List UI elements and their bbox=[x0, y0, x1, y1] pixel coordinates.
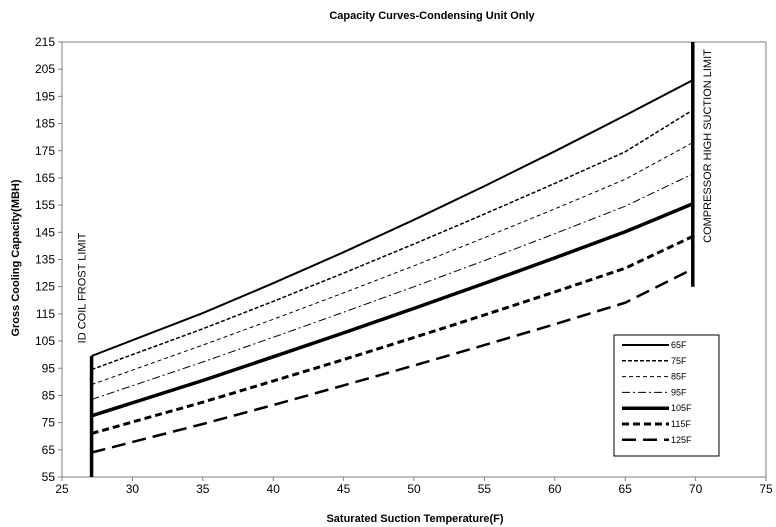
y-tick-label: 115 bbox=[36, 307, 55, 321]
y-tick-label: 65 bbox=[42, 443, 56, 457]
legend-label-95F: 95F bbox=[671, 387, 687, 397]
series-line-115F bbox=[91, 235, 694, 435]
x-tick-label: 55 bbox=[478, 482, 492, 496]
series-line-65F bbox=[91, 79, 694, 357]
x-tick-label: 75 bbox=[759, 482, 773, 496]
y-tick-label: 155 bbox=[35, 198, 55, 212]
y-tick-label: 205 bbox=[35, 62, 55, 76]
y-axis-title: Gross Cooling Capacity(MBH) bbox=[10, 179, 22, 336]
y-tick-label: 195 bbox=[35, 89, 55, 103]
x-tick-label: 50 bbox=[407, 482, 421, 496]
legend-label-85F: 85F bbox=[671, 372, 687, 382]
y-tick-label: 105 bbox=[35, 334, 55, 348]
legend: 65F 75F 85F 95F 105F 115F 125F bbox=[613, 334, 720, 457]
x-tick-label: 60 bbox=[548, 482, 562, 496]
y-tick-label: 185 bbox=[35, 117, 55, 131]
x-tick-label: 25 bbox=[55, 482, 69, 496]
chart-title: Capacity Curves-Condensing Unit Only bbox=[329, 10, 535, 22]
legend-label-105F: 105F bbox=[671, 403, 692, 413]
legend-label-65F: 65F bbox=[671, 340, 687, 350]
legend-label-115F: 115F bbox=[671, 419, 691, 429]
y-tick-label: 125 bbox=[35, 280, 55, 294]
series-line-105F bbox=[91, 202, 694, 418]
legend-box bbox=[613, 334, 720, 457]
series-line-95F bbox=[91, 173, 694, 400]
y-tick-label: 75 bbox=[42, 416, 56, 430]
plot-area: 25 30 35 40 45 50 55 60 65 70 75 55 65 75 85 95 105 115 12… bbox=[35, 35, 773, 496]
series-line-85F bbox=[91, 142, 694, 386]
x-tick-label: 45 bbox=[337, 482, 351, 496]
y-tick-label: 165 bbox=[35, 171, 55, 185]
x-axis-title: Saturated Suction Temperature(F) bbox=[326, 513, 503, 525]
y-tick-label: 55 bbox=[42, 470, 56, 484]
y-tick-label: 85 bbox=[42, 388, 56, 402]
y-tick-label: 215 bbox=[35, 35, 55, 49]
y-tick-label: 95 bbox=[42, 361, 56, 375]
x-tick-label: 70 bbox=[689, 482, 703, 496]
y-tick-label: 145 bbox=[35, 225, 55, 239]
y-tick-label: 175 bbox=[35, 144, 55, 158]
high-suction-limit-label: COMPRESSOR HIGH SUCTION LIMIT bbox=[702, 49, 714, 243]
frost-limit-label: ID COIL FROST LIMIT bbox=[77, 232, 89, 343]
x-tick-label: 35 bbox=[196, 482, 210, 496]
y-tick-label: 135 bbox=[35, 253, 55, 267]
x-tick-label: 65 bbox=[619, 482, 633, 496]
x-tick-label: 30 bbox=[126, 482, 140, 496]
legend-label-125F: 125F bbox=[671, 435, 692, 445]
series-line-125F bbox=[91, 267, 694, 454]
x-tick-label: 40 bbox=[267, 482, 281, 496]
legend-label-75F: 75F bbox=[671, 356, 687, 366]
